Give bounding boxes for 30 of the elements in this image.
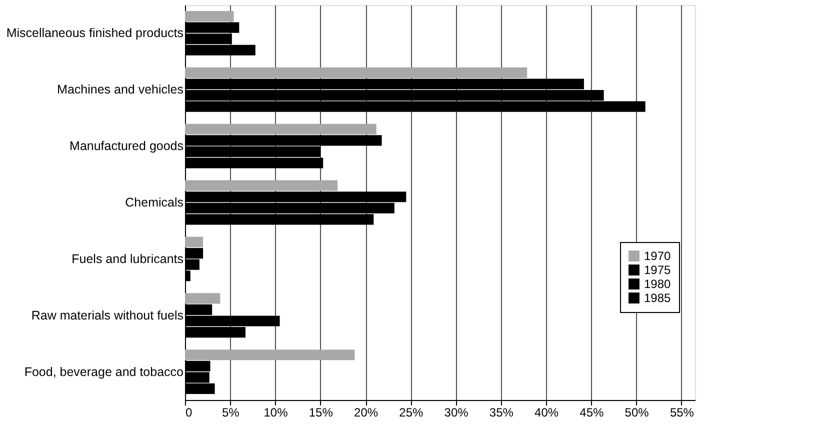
bar xyxy=(185,124,376,134)
x-tick-label: 0 xyxy=(186,406,192,420)
y-tick-label: Fuels and lubricants xyxy=(72,252,184,266)
bar xyxy=(185,180,338,191)
y-tick-label: Food, beverage and tobacco xyxy=(24,364,184,379)
y-tick-label: Machines and vehicles xyxy=(57,82,184,97)
legend-label: 1975 xyxy=(644,263,672,277)
x-tick-label: 40% xyxy=(534,406,559,420)
y-tick-label: Manufactured goods xyxy=(70,139,184,154)
y-tick-label: Raw materials without fuels xyxy=(31,308,184,322)
x-tick-label: 25% xyxy=(399,406,424,420)
x-tick-label: 15% xyxy=(308,406,334,420)
y-tick-label: Miscellaneous finished products xyxy=(6,26,184,40)
x-tick-label: 10% xyxy=(264,406,288,420)
x-tick-label: 20% xyxy=(354,406,378,420)
x-tick-label: 55% xyxy=(670,406,694,420)
legend-label: 1985 xyxy=(644,291,672,305)
x-tick-label: 35% xyxy=(489,406,514,420)
bar xyxy=(185,10,234,22)
legend-label: 1970 xyxy=(644,249,672,263)
bar xyxy=(185,350,355,360)
x-tick-label: 30% xyxy=(444,406,469,420)
y-tick-label: Chemicals xyxy=(125,196,184,210)
x-tick-label: 45% xyxy=(580,406,604,420)
x-tick-label: 5% xyxy=(222,406,240,420)
bar xyxy=(185,67,528,78)
bar xyxy=(185,293,220,304)
legend-label: 1980 xyxy=(644,277,672,291)
x-tick-label: 50% xyxy=(624,406,650,420)
bar xyxy=(185,236,204,248)
